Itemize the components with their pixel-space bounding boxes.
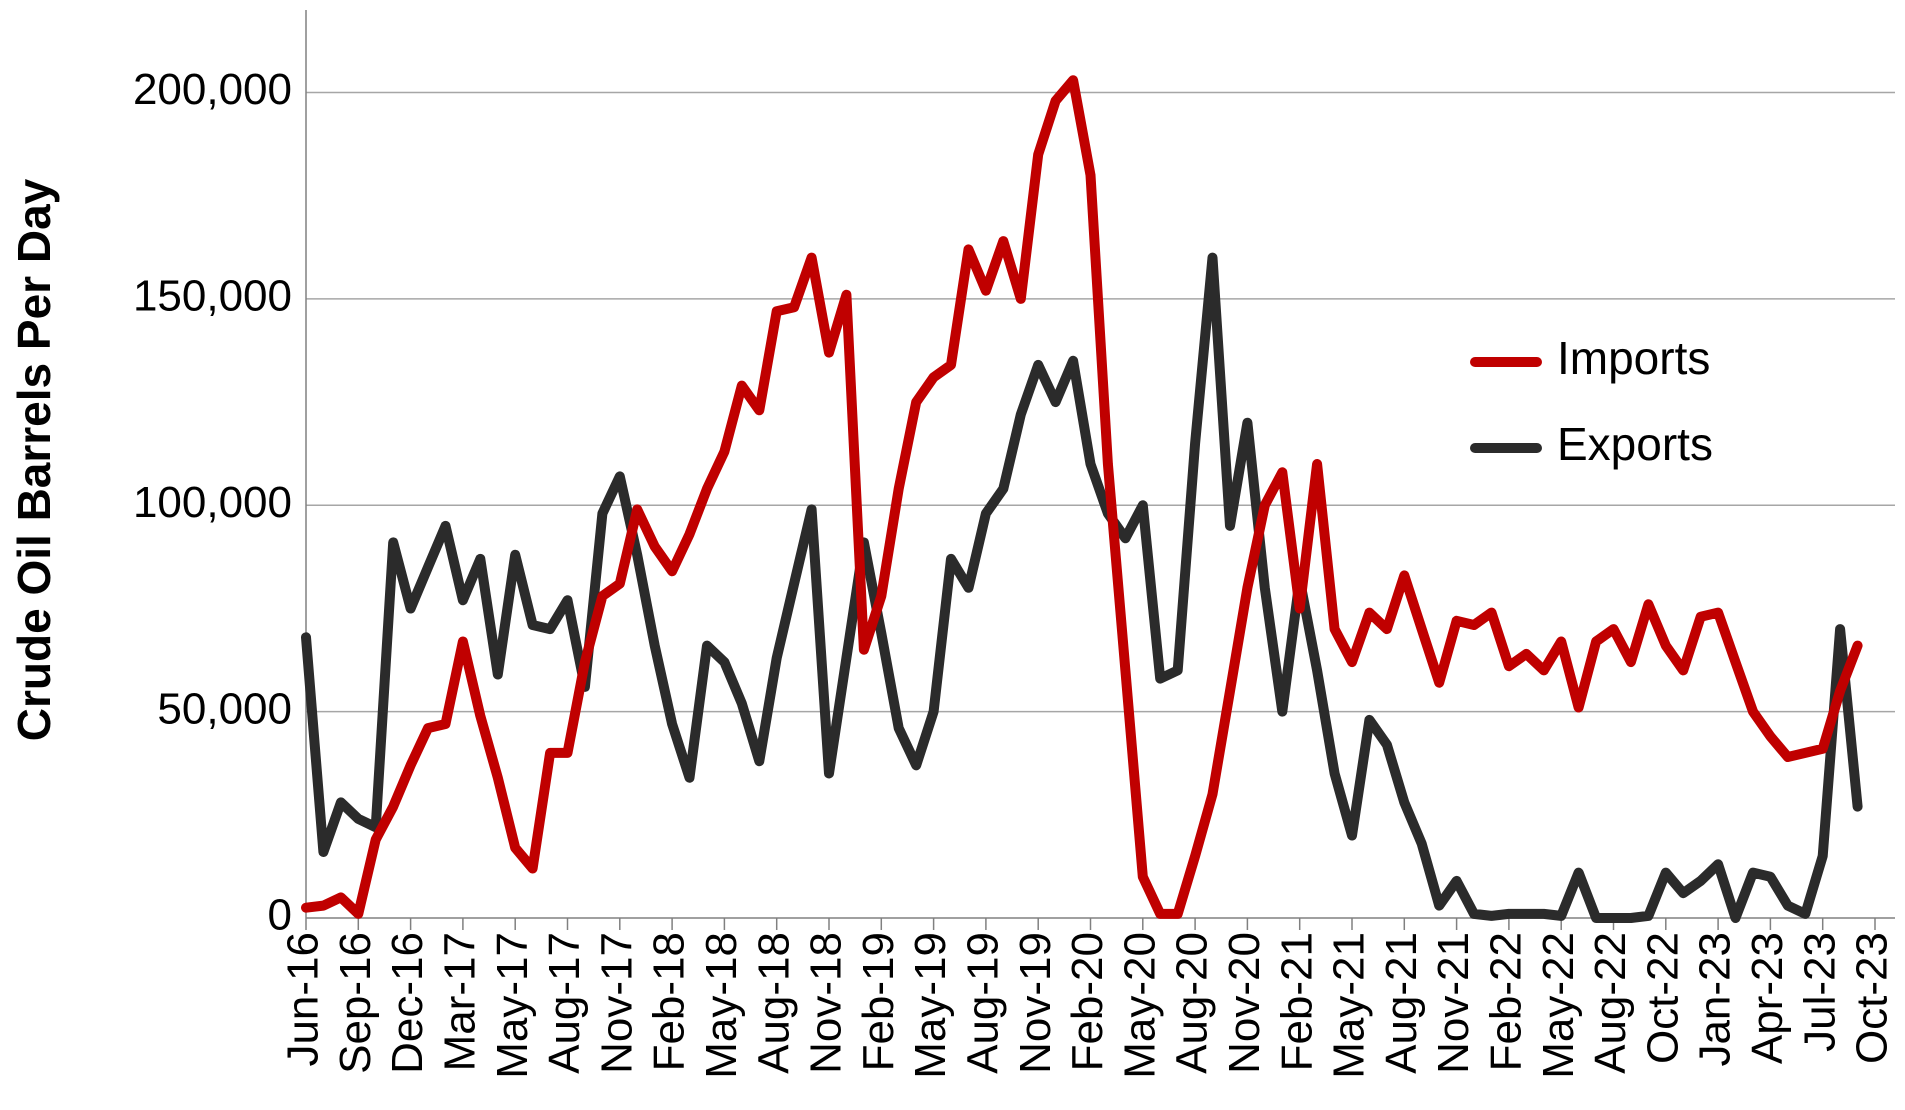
x-tick-label: May-17 [488, 932, 537, 1079]
y-tick-label: 50,000 [157, 684, 292, 733]
x-tick-label: Feb-20 [1063, 932, 1112, 1071]
x-tick-label: May-21 [1325, 932, 1374, 1079]
legend-label: Exports [1557, 418, 1713, 470]
x-tick-label: Mar-17 [436, 932, 485, 1071]
y-axis-title: Crude Oil Barrels Per Day [8, 178, 60, 741]
series-line [301, 75, 1863, 919]
x-tick-label: May-19 [906, 932, 955, 1079]
x-tick-label: Feb-18 [645, 932, 694, 1071]
x-tick-label: Apr-23 [1743, 932, 1792, 1064]
x-tick-label: May-22 [1534, 932, 1583, 1079]
legend-label: Imports [1557, 332, 1710, 384]
x-tick-label: Nov-17 [592, 932, 641, 1074]
x-tick-label: Aug-22 [1586, 932, 1635, 1074]
x-tick-label: May-18 [697, 932, 746, 1079]
x-tick-label: Feb-19 [854, 932, 903, 1071]
x-tick-label: Nov-20 [1220, 932, 1269, 1074]
x-tick-label: Oct-22 [1638, 932, 1687, 1064]
x-tick-label: Aug-21 [1377, 932, 1426, 1074]
x-tick-label: Jun-16 [279, 932, 328, 1067]
y-tick-label: 200,000 [133, 65, 292, 114]
series-line [301, 252, 1863, 923]
x-tick-label: Feb-21 [1272, 932, 1321, 1071]
x-tick-label: Jul-23 [1795, 932, 1844, 1052]
y-tick-label: 0 [268, 891, 292, 940]
x-tick-label: Aug-19 [959, 932, 1008, 1074]
x-tick-label: May-20 [1115, 932, 1164, 1079]
x-tick-label: Aug-20 [1168, 932, 1217, 1074]
y-tick-label: 150,000 [133, 272, 292, 321]
x-tick-label: Oct-23 [1848, 932, 1897, 1064]
x-tick-label: Feb-22 [1482, 932, 1531, 1071]
x-tick-label: Sep-16 [331, 932, 380, 1074]
x-tick-label: Aug-17 [540, 932, 589, 1074]
x-tick-label: Nov-21 [1429, 932, 1478, 1074]
x-tick-label: Dec-16 [383, 932, 432, 1074]
x-tick-label: Nov-18 [802, 932, 851, 1074]
x-tick-label: Jan-23 [1691, 932, 1740, 1067]
x-tick-label: Nov-19 [1011, 932, 1060, 1074]
x-tick-label: Aug-18 [749, 932, 798, 1074]
y-tick-label: 100,000 [133, 478, 292, 527]
